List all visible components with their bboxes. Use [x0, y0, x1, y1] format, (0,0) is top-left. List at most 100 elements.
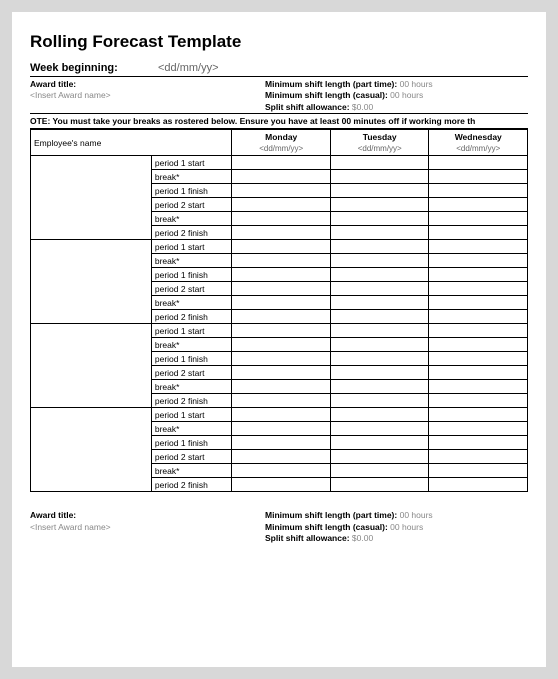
schedule-row: period 1 start	[31, 240, 528, 254]
time-cell[interactable]	[429, 478, 528, 492]
time-cell[interactable]	[330, 226, 429, 240]
time-cell[interactable]	[429, 366, 528, 380]
time-cell[interactable]	[232, 240, 331, 254]
time-cell[interactable]	[232, 324, 331, 338]
time-cell[interactable]	[330, 408, 429, 422]
info-block-top: Award title: <Insert Award name> Minimum…	[30, 79, 528, 114]
time-cell[interactable]	[330, 268, 429, 282]
award-title-label-footer: Award title:	[30, 510, 76, 520]
time-cell[interactable]	[429, 310, 528, 324]
schedule-row: period 1 start	[31, 408, 528, 422]
time-cell[interactable]	[330, 184, 429, 198]
min-shift-part-value: 00 hours	[400, 79, 433, 89]
time-cell[interactable]	[232, 380, 331, 394]
time-cell[interactable]	[429, 436, 528, 450]
time-cell[interactable]	[429, 408, 528, 422]
employee-name-cell[interactable]	[31, 156, 152, 240]
time-cell[interactable]	[232, 478, 331, 492]
time-cell[interactable]	[429, 338, 528, 352]
time-cell[interactable]	[232, 226, 331, 240]
time-cell[interactable]	[232, 156, 331, 170]
time-cell[interactable]	[429, 296, 528, 310]
period-label-cell: break*	[151, 254, 232, 268]
min-shift-part-label: Minimum shift length (part time):	[265, 79, 397, 89]
time-cell[interactable]	[330, 240, 429, 254]
time-cell[interactable]	[330, 198, 429, 212]
time-cell[interactable]	[232, 212, 331, 226]
period-label-cell: period 2 finish	[151, 226, 232, 240]
time-cell[interactable]	[232, 198, 331, 212]
time-cell[interactable]	[429, 422, 528, 436]
time-cell[interactable]	[232, 282, 331, 296]
time-cell[interactable]	[330, 352, 429, 366]
time-cell[interactable]	[429, 352, 528, 366]
time-cell[interactable]	[232, 310, 331, 324]
time-cell[interactable]	[429, 324, 528, 338]
day-header-tuesday: Tuesday <dd/mm/yy>	[330, 130, 429, 156]
award-title-label: Award title:	[30, 79, 76, 89]
time-cell[interactable]	[330, 310, 429, 324]
time-cell[interactable]	[232, 254, 331, 268]
time-cell[interactable]	[330, 436, 429, 450]
time-cell[interactable]	[330, 338, 429, 352]
time-cell[interactable]	[330, 254, 429, 268]
time-cell[interactable]	[330, 212, 429, 226]
time-cell[interactable]	[429, 254, 528, 268]
time-cell[interactable]	[330, 450, 429, 464]
time-cell[interactable]	[232, 338, 331, 352]
time-cell[interactable]	[429, 184, 528, 198]
period-label-cell: period 1 finish	[151, 268, 232, 282]
split-shift-row-footer: Split shift allowance: $0.00	[265, 533, 528, 544]
time-cell[interactable]	[330, 366, 429, 380]
time-cell[interactable]	[232, 268, 331, 282]
time-cell[interactable]	[429, 450, 528, 464]
time-cell[interactable]	[429, 268, 528, 282]
time-cell[interactable]	[232, 422, 331, 436]
period-label-cell: period 2 start	[151, 282, 232, 296]
time-cell[interactable]	[232, 170, 331, 184]
period-label-cell: period 2 finish	[151, 310, 232, 324]
period-label-cell: break*	[151, 380, 232, 394]
employee-name-cell[interactable]	[31, 408, 152, 492]
time-cell[interactable]	[429, 240, 528, 254]
period-label-cell: break*	[151, 212, 232, 226]
time-cell[interactable]	[232, 394, 331, 408]
period-label-cell: period 1 start	[151, 408, 232, 422]
time-cell[interactable]	[330, 380, 429, 394]
time-cell[interactable]	[330, 296, 429, 310]
time-cell[interactable]	[429, 212, 528, 226]
time-cell[interactable]	[429, 156, 528, 170]
time-cell[interactable]	[429, 198, 528, 212]
employee-name-cell[interactable]	[31, 240, 152, 324]
time-cell[interactable]	[330, 422, 429, 436]
time-cell[interactable]	[232, 184, 331, 198]
time-cell[interactable]	[232, 366, 331, 380]
time-cell[interactable]	[232, 408, 331, 422]
time-cell[interactable]	[330, 464, 429, 478]
time-cell[interactable]	[232, 352, 331, 366]
time-cell[interactable]	[330, 282, 429, 296]
employee-name-cell[interactable]	[31, 324, 152, 408]
time-cell[interactable]	[330, 324, 429, 338]
week-value: <dd/mm/yy>	[158, 62, 219, 74]
time-cell[interactable]	[429, 226, 528, 240]
time-cell[interactable]	[330, 394, 429, 408]
time-cell[interactable]	[429, 282, 528, 296]
day-header-wednesday: Wednesday <dd/mm/yy>	[429, 130, 528, 156]
split-shift-value: $0.00	[352, 102, 373, 112]
time-cell[interactable]	[429, 464, 528, 478]
shift-info-block-footer: Minimum shift length (part time): 00 hou…	[265, 510, 528, 544]
time-cell[interactable]	[330, 478, 429, 492]
time-cell[interactable]	[429, 394, 528, 408]
time-cell[interactable]	[330, 156, 429, 170]
time-cell[interactable]	[232, 450, 331, 464]
time-cell[interactable]	[429, 170, 528, 184]
time-cell[interactable]	[429, 380, 528, 394]
time-cell[interactable]	[330, 170, 429, 184]
period-label-cell: period 1 start	[151, 324, 232, 338]
time-cell[interactable]	[232, 296, 331, 310]
time-cell[interactable]	[232, 464, 331, 478]
period-label-cell: period 1 finish	[151, 184, 232, 198]
note-row: OTE: You must take your breaks as roster…	[30, 114, 528, 129]
time-cell[interactable]	[232, 436, 331, 450]
